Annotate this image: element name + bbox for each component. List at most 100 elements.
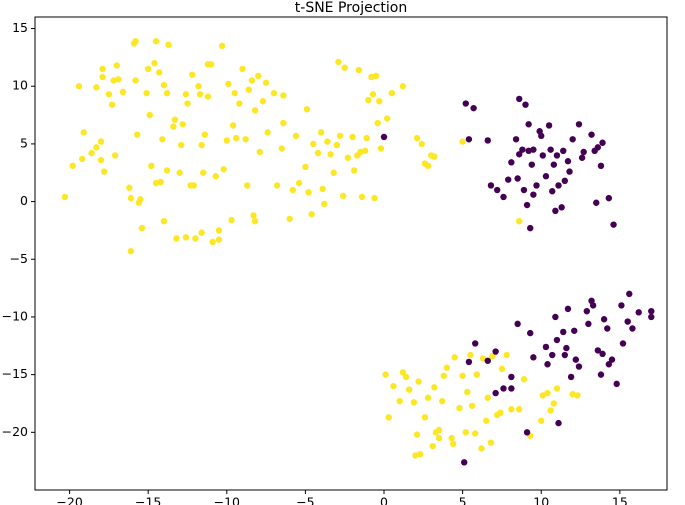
point	[500, 193, 507, 201]
point	[460, 459, 468, 466]
point	[388, 89, 396, 97]
point	[574, 392, 581, 399]
point	[399, 83, 407, 90]
point	[564, 158, 572, 165]
point	[449, 440, 457, 448]
point	[523, 201, 531, 209]
point	[119, 88, 127, 96]
point	[484, 357, 491, 364]
point	[160, 217, 168, 225]
point	[200, 169, 207, 176]
point	[264, 129, 271, 136]
point	[225, 80, 232, 88]
point	[462, 100, 469, 107]
point	[544, 389, 551, 397]
point	[251, 217, 259, 225]
point	[251, 107, 259, 114]
point	[483, 417, 490, 424]
point	[514, 175, 521, 182]
point	[280, 119, 287, 127]
point	[399, 369, 407, 376]
point	[184, 100, 191, 107]
point	[305, 189, 312, 196]
point	[115, 76, 122, 83]
point	[195, 83, 202, 90]
point	[567, 373, 575, 381]
point	[500, 385, 507, 392]
point	[113, 62, 120, 69]
point	[273, 182, 281, 189]
point	[462, 429, 469, 436]
point	[126, 184, 133, 191]
point	[508, 373, 515, 381]
point	[564, 305, 572, 313]
point	[431, 153, 438, 160]
point	[380, 133, 388, 141]
point	[314, 149, 322, 157]
point	[527, 329, 534, 337]
point	[538, 417, 545, 424]
point	[330, 169, 337, 176]
y-tick-label: 10	[12, 78, 28, 93]
point	[624, 318, 631, 325]
point	[487, 182, 495, 189]
point	[80, 129, 87, 136]
point	[530, 354, 537, 361]
point	[327, 151, 334, 158]
point	[550, 161, 558, 168]
point	[471, 340, 479, 347]
point	[440, 372, 447, 379]
point	[93, 84, 100, 91]
point	[424, 394, 432, 401]
point	[580, 148, 587, 156]
point	[416, 451, 424, 458]
x-tick-label: −5	[296, 495, 314, 505]
point	[133, 131, 141, 138]
point	[566, 168, 573, 175]
point	[405, 386, 413, 393]
point	[317, 129, 325, 136]
point	[599, 139, 606, 146]
point	[132, 77, 139, 84]
point	[613, 380, 620, 388]
point	[494, 186, 501, 194]
point	[563, 344, 570, 352]
point	[583, 307, 591, 315]
point	[160, 81, 168, 89]
point	[374, 119, 381, 127]
point	[308, 211, 315, 218]
point	[520, 376, 528, 383]
point	[435, 426, 443, 434]
point	[635, 309, 642, 316]
x-tick-label: −10	[214, 495, 240, 505]
point	[310, 140, 317, 148]
point	[280, 92, 287, 99]
point	[336, 132, 344, 140]
plot-frame	[34, 16, 668, 491]
point	[358, 193, 366, 201]
point	[244, 182, 251, 189]
point	[196, 91, 204, 98]
point	[512, 136, 520, 143]
point	[146, 111, 153, 119]
point	[61, 193, 69, 201]
point	[333, 141, 341, 149]
point	[413, 134, 421, 142]
point	[223, 137, 231, 144]
point	[78, 155, 86, 163]
point	[144, 65, 152, 73]
point	[492, 348, 499, 355]
point	[594, 347, 602, 354]
point	[108, 101, 116, 108]
point	[415, 378, 422, 385]
point	[295, 179, 303, 187]
point	[371, 194, 378, 202]
point	[233, 134, 240, 142]
point	[505, 176, 512, 183]
point	[355, 66, 363, 74]
point	[421, 414, 429, 421]
point	[239, 65, 246, 73]
point	[525, 121, 532, 128]
point	[464, 388, 471, 396]
point	[165, 41, 172, 48]
